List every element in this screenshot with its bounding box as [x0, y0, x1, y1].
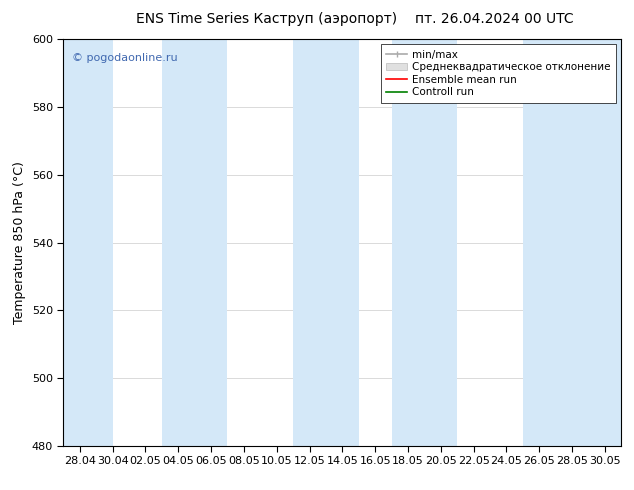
Text: ENS Time Series Каструп (аэропорт): ENS Time Series Каструп (аэропорт) [136, 12, 397, 26]
Bar [523, 39, 621, 446]
Legend: min/max, Среднеквадратическое отклонение, Ensemble mean run, Controll run: min/max, Среднеквадратическое отклонение… [381, 45, 616, 102]
Text: пт. 26.04.2024 00 UTC: пт. 26.04.2024 00 UTC [415, 12, 574, 26]
Bar [392, 39, 457, 446]
Bar [162, 39, 228, 446]
Text: © pogodaonline.ru: © pogodaonline.ru [72, 53, 178, 63]
Y-axis label: Temperature 850 hPa (°C): Temperature 850 hPa (°C) [13, 161, 26, 324]
Bar [63, 39, 113, 446]
Bar [293, 39, 359, 446]
